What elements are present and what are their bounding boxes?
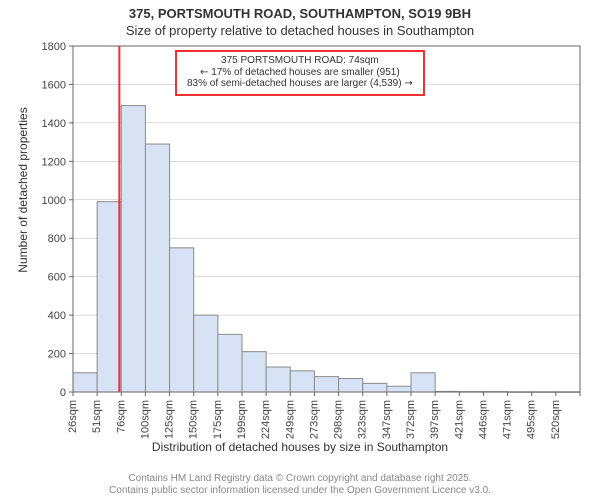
histogram-bar xyxy=(194,315,218,392)
histogram-bar xyxy=(266,367,290,392)
x-tick-label: 26sqm xyxy=(67,400,79,433)
histogram-bar xyxy=(218,334,242,392)
x-tick-label: 520sqm xyxy=(550,400,562,439)
x-tick-label: 372sqm xyxy=(405,400,417,439)
x-tick-label: 273sqm xyxy=(308,400,320,439)
chart-container: { "title_line1": "375, PORTSMOUTH ROAD, … xyxy=(0,0,600,500)
x-tick-label: 495sqm xyxy=(526,400,538,439)
histogram-bar xyxy=(363,383,387,392)
y-tick-label: 1800 xyxy=(42,41,66,53)
annotation-line2: ← 17% of detached houses are smaller (95… xyxy=(187,67,413,79)
x-tick-label: 421sqm xyxy=(453,400,465,439)
x-tick-label: 100sqm xyxy=(139,400,151,439)
x-tick-label: 224sqm xyxy=(260,400,272,439)
x-tick-label: 76sqm xyxy=(115,400,127,433)
histogram-bar xyxy=(242,352,266,392)
histogram-bar xyxy=(387,386,411,392)
y-tick-label: 400 xyxy=(48,310,66,322)
right-arrow-icon: → xyxy=(404,78,412,89)
annotation-line3: 83% of semi-detached houses are larger (… xyxy=(187,78,413,90)
histogram-bar xyxy=(170,248,194,392)
x-tick-label: 175sqm xyxy=(212,400,224,439)
x-tick-label: 347sqm xyxy=(381,400,393,439)
histogram-bar xyxy=(121,106,145,392)
y-tick-label: 1200 xyxy=(42,156,66,168)
x-tick-label: 51sqm xyxy=(91,400,103,433)
x-tick-label: 125sqm xyxy=(164,400,176,439)
histogram-bar xyxy=(411,373,435,392)
x-tick-label: 323sqm xyxy=(357,400,369,439)
x-tick-label: 446sqm xyxy=(477,400,489,439)
y-tick-label: 0 xyxy=(60,387,66,399)
y-tick-label: 1400 xyxy=(42,118,66,130)
y-tick-label: 800 xyxy=(48,233,66,245)
x-tick-label: 249sqm xyxy=(284,400,296,439)
histogram-bar xyxy=(339,379,363,392)
x-tick-label: 150sqm xyxy=(188,400,200,439)
histogram-bar xyxy=(73,373,97,392)
x-tick-label: 298sqm xyxy=(333,400,345,439)
y-tick-label: 1600 xyxy=(42,79,66,91)
x-tick-label: 397sqm xyxy=(429,400,441,439)
x-tick-label: 471sqm xyxy=(502,400,514,439)
y-tick-label: 1000 xyxy=(42,195,66,207)
histogram-bar xyxy=(145,144,169,392)
marker-annotation-box: 375 PORTSMOUTH ROAD: 74sqm ← 17% of deta… xyxy=(175,50,425,96)
x-tick-label: 199sqm xyxy=(236,400,248,439)
histogram-bar xyxy=(290,371,314,392)
y-tick-label: 200 xyxy=(48,349,66,361)
annotation-line1: 375 PORTSMOUTH ROAD: 74sqm xyxy=(187,55,413,67)
histogram-bar xyxy=(97,202,121,392)
histogram-bar xyxy=(314,377,338,392)
y-tick-label: 600 xyxy=(48,272,66,284)
